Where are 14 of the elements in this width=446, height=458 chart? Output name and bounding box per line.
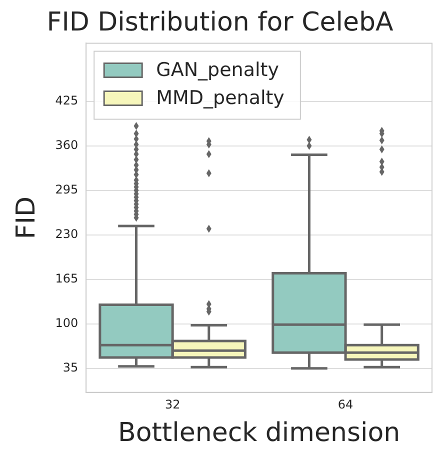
x-tick-label: 32 [164,398,180,412]
y-tick-label: 165 [55,272,78,286]
chart-title: FID Distribution for CelebA [46,7,394,38]
y-tick-label: 230 [55,227,78,242]
y-tick-label: 35 [62,360,78,375]
x-tick-label: 64 [338,398,354,412]
y-tick-label: 295 [55,182,78,197]
y-axis-title: FID [11,196,42,240]
y-tick-label: 100 [55,316,78,330]
x-axis-title: Bottleneck dimension [118,418,400,448]
y-tick-label: 360 [55,138,78,152]
y-tick-label: 425 [55,94,78,108]
legend-label: MMD_penalty [156,87,284,110]
legend-label: GAN_penalty [156,59,279,82]
